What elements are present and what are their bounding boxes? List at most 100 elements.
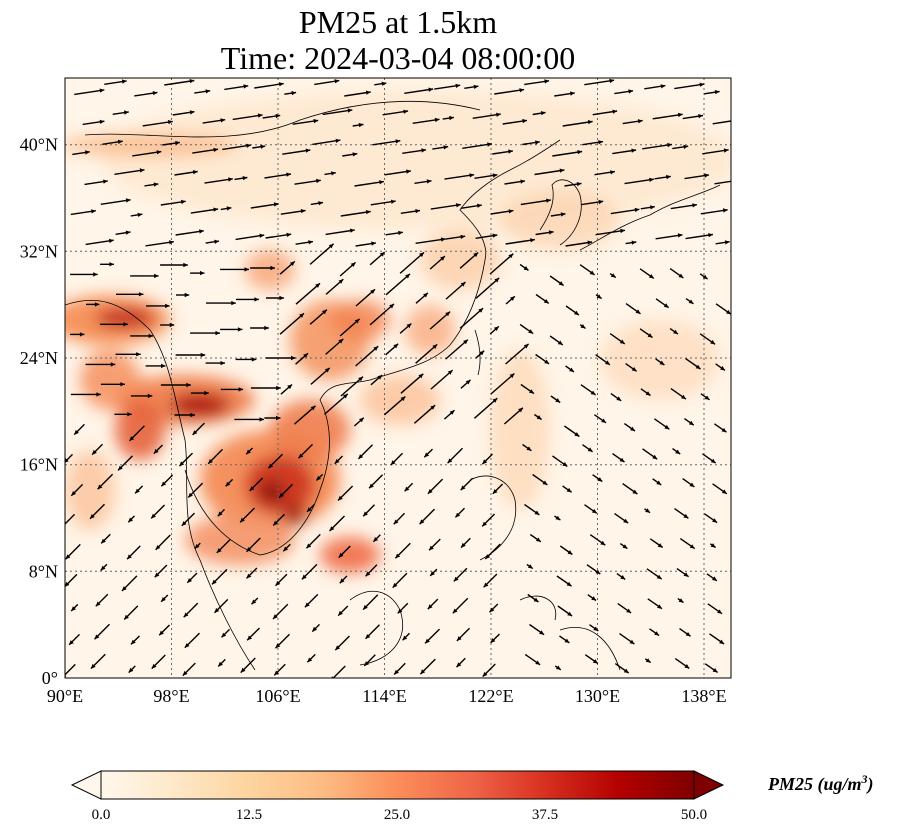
wind-arrow-head (540, 111, 546, 116)
wind-arrow-shaft (642, 143, 673, 150)
wind-arrow-head (108, 238, 114, 244)
wind-arrow-head (574, 310, 579, 315)
wind-arrow-head (434, 117, 440, 123)
wind-arrow-head (683, 513, 689, 519)
wind-arrow-head (526, 446, 532, 451)
wind-arrow-head (423, 292, 428, 298)
wind-arrow-head (316, 475, 322, 481)
wind-arrow-head (684, 664, 690, 669)
wind-arrow-head (702, 274, 708, 280)
wind-arrow-head (214, 239, 219, 244)
wind-arrow-head (215, 330, 220, 336)
wind-arrow-head (161, 481, 167, 487)
wind-arrow-head (305, 148, 311, 153)
wind-arrow-head (393, 343, 399, 349)
wind-arrow-shaft (475, 277, 500, 299)
wind-arrow-head (660, 84, 666, 89)
wind-arrow-head (303, 353, 308, 358)
wind-arrow-shaft (712, 120, 731, 125)
wind-arrow-head (395, 139, 401, 144)
wind-arrow-head (424, 452, 430, 458)
wind-arrow-shaft (415, 238, 446, 244)
wind-arrow-head (118, 465, 123, 471)
wind-arrow-shaft (312, 139, 341, 146)
wind-arrow-head (200, 270, 205, 276)
wind-arrow-head (286, 232, 292, 237)
wind-arrow-head (270, 265, 275, 271)
wind-arrow-head (99, 119, 105, 124)
wind-arrow-head (183, 612, 189, 618)
wind-arrow-head (213, 147, 219, 152)
wind-arrow-head (213, 207, 219, 212)
wind-arrow-head (363, 604, 368, 610)
wind-arrow-head (122, 586, 127, 591)
wind-arrow-shaft (565, 241, 593, 247)
wind-arrow-head (456, 203, 461, 208)
wind-arrow-head (283, 546, 288, 552)
y-tick-label: 32°N (20, 241, 58, 261)
wind-arrow-head (430, 405, 436, 410)
wind-arrow-head (447, 370, 453, 375)
wind-arrow-head (123, 322, 128, 327)
wind-arrow-shaft (332, 665, 346, 678)
wind-arrow-head (79, 332, 85, 337)
wind-arrow-head (595, 569, 601, 574)
wind-arrow-head (689, 544, 695, 549)
wind-arrow-head (610, 273, 616, 278)
wind-arrow-head (626, 608, 632, 613)
wind-arrow-head (453, 576, 459, 582)
wind-arrow-head (562, 462, 568, 467)
wind-arrow-head (268, 463, 274, 469)
wind-arrow-head (257, 113, 263, 118)
wind-arrow-head (65, 458, 69, 463)
wind-arrow-head (494, 277, 500, 283)
wind-arrow-head (246, 449, 251, 455)
gridlines (65, 78, 731, 678)
wind-arrow-head (567, 611, 573, 616)
wind-arrow-head (315, 283, 320, 288)
wind-arrow-shaft (340, 376, 364, 397)
x-tick-label: 90°E (47, 686, 83, 706)
wind-arrow-head (161, 597, 166, 602)
wind-arrow-head (529, 389, 534, 394)
wind-arrow-head (523, 343, 529, 349)
colorbar-tick-label: 0.0 (92, 807, 111, 823)
wind-arrow-head (519, 88, 525, 93)
wind-arrow-head (184, 643, 190, 648)
wind-arrow-head (527, 564, 533, 569)
wind-arrow-head (335, 138, 341, 143)
wind-arrow-head (392, 582, 398, 588)
wind-arrow-head (482, 521, 487, 527)
wind-arrow-head (251, 357, 257, 362)
wind-arrow-head (634, 207, 640, 213)
wind-arrow-head (473, 252, 479, 258)
wind-arrow-head (490, 638, 496, 643)
wind-arrow-shaft (459, 307, 484, 329)
wind-arrow-head (169, 240, 174, 245)
wind-arrow-head (620, 228, 625, 234)
wind-arrow-shaft (415, 343, 438, 364)
wind-arrow-head (688, 420, 694, 426)
wind-arrow-head (415, 209, 420, 214)
wind-arrow-head (395, 553, 401, 559)
wind-arrow-head (559, 168, 565, 173)
wind-arrow-head (237, 327, 243, 332)
wind-arrow-head (698, 114, 703, 119)
wind-arrow-head (251, 599, 257, 605)
wind-arrow-head (194, 544, 200, 549)
wind-arrow-head (465, 379, 471, 385)
wind-arrow-head (712, 576, 717, 581)
wind-arrow-head (188, 492, 193, 498)
wind-arrow-head (405, 273, 410, 279)
wind-arrow-head (365, 571, 371, 577)
wind-arrow-shaft (175, 230, 204, 236)
map-plot-area (65, 78, 731, 678)
wind-arrow-shaft (322, 109, 353, 116)
wind-arrow-head (260, 144, 266, 149)
wind-arrow-head (598, 199, 604, 205)
wind-arrow-shaft (610, 208, 640, 215)
colorbar-label-close: ) (867, 774, 874, 794)
y-tick-label: 40°N (20, 135, 58, 155)
y-tick-label: 16°N (20, 455, 58, 475)
wind-arrow-head (74, 429, 79, 435)
